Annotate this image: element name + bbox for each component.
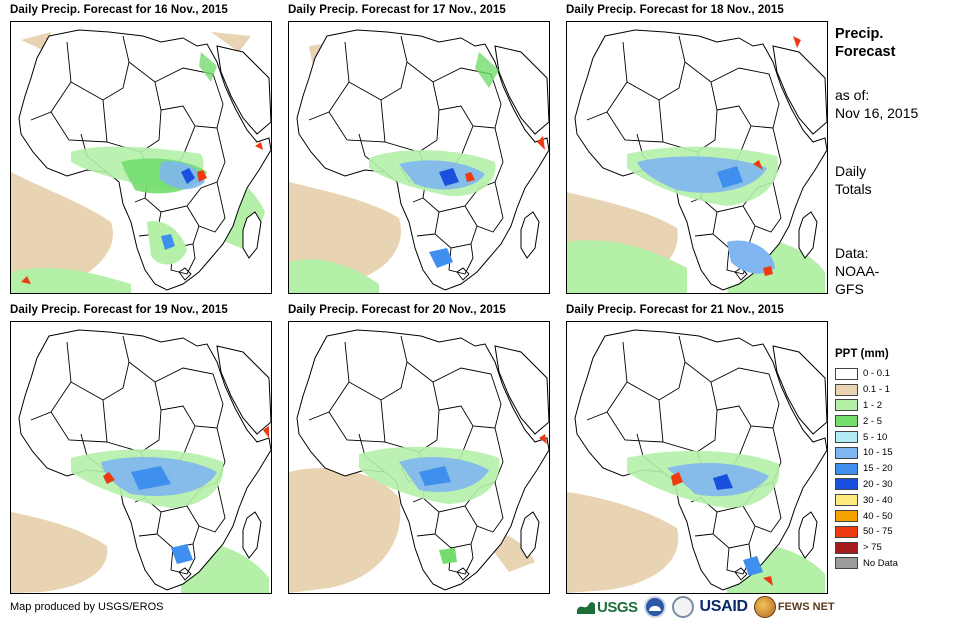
legend-swatch xyxy=(835,367,858,380)
precip-legend: PPT (mm) 0 - 0.1 0.1 - 1 1 - 2 2 - 5 5 - 10 1… xyxy=(835,348,935,571)
legend-row: 10 - 15 xyxy=(835,445,935,461)
legend-swatch xyxy=(835,446,858,459)
legend-row: 15 - 20 xyxy=(835,461,935,477)
panel-title: Daily Precip. Forecast for 20 Nov., 2015 xyxy=(288,304,506,316)
legend-label: 5 - 10 xyxy=(863,431,888,443)
fews-net-logo: FEWS NET xyxy=(753,596,835,618)
totals-block: Daily Totals xyxy=(835,163,872,197)
legend-row: 5 - 10 xyxy=(835,429,935,445)
legend-row: 1 - 2 xyxy=(835,398,935,414)
legend-swatch xyxy=(835,478,858,491)
precip-map xyxy=(566,21,828,294)
legend-row: 20 - 30 xyxy=(835,477,935,493)
legend-row: 40 - 50 xyxy=(835,508,935,524)
panel-title: Daily Precip. Forecast for 17 Nov., 2015 xyxy=(288,4,506,16)
precip-map xyxy=(288,21,550,294)
legend-label: No Data xyxy=(863,557,898,569)
panel-title: Daily Precip. Forecast for 18 Nov., 2015 xyxy=(566,4,784,16)
precip-map xyxy=(566,321,828,594)
side-title: Precip. Forecast xyxy=(835,26,896,60)
data-source-block: Data: NOAA- GFS xyxy=(835,245,880,297)
legend-swatch xyxy=(835,510,858,523)
legend-swatch xyxy=(835,494,858,507)
legend-row: > 75 xyxy=(835,540,935,556)
legend-swatch xyxy=(835,415,858,428)
globe-icon xyxy=(753,596,776,618)
legend-label: 10 - 15 xyxy=(863,447,893,459)
legend-row: 2 - 5 xyxy=(835,413,935,429)
usaid-logo: USAID xyxy=(699,598,749,615)
partner-logos: USGS USAID FEWS NET xyxy=(577,594,835,620)
legend-label: 50 - 75 xyxy=(863,526,893,538)
as-of-block: as of: Nov 16, 2015 xyxy=(835,87,919,121)
legend-label: 1 - 2 xyxy=(863,399,883,411)
legend-row: 50 - 75 xyxy=(835,524,935,540)
legend-label: 0.1 - 1 xyxy=(863,384,890,396)
panel-title: Daily Precip. Forecast for 19 Nov., 2015 xyxy=(10,304,228,316)
legend-swatch xyxy=(835,431,858,444)
legend-label: 40 - 50 xyxy=(863,510,893,522)
legend-swatch xyxy=(835,541,858,554)
noaa-logo-icon xyxy=(643,596,666,618)
legend-row: 0 - 0.1 xyxy=(835,366,935,382)
precip-map xyxy=(10,21,272,294)
legend-row: 30 - 40 xyxy=(835,492,935,508)
legend-swatch xyxy=(835,462,858,475)
legend-swatch xyxy=(835,399,858,412)
legend-label: 0 - 0.1 xyxy=(863,368,890,380)
legend-label: 15 - 20 xyxy=(863,463,893,475)
legend-row: 0.1 - 1 xyxy=(835,382,935,398)
panel-title: Daily Precip. Forecast for 16 Nov., 2015 xyxy=(10,4,228,16)
legend-title: PPT (mm) xyxy=(835,348,889,360)
precip-map xyxy=(10,321,272,594)
legend-row: No Data xyxy=(835,556,935,572)
legend-swatch xyxy=(835,525,858,538)
usgs-wave-icon xyxy=(577,602,595,614)
legend-label: 30 - 40 xyxy=(863,494,893,506)
panel-title: Daily Precip. Forecast for 21 Nov., 2015 xyxy=(566,304,784,316)
legend-swatch xyxy=(835,383,858,396)
legend-swatch xyxy=(835,557,858,570)
usgs-logo: USGS xyxy=(577,599,638,616)
legend-label: 20 - 30 xyxy=(863,478,893,490)
legend-label: 2 - 5 xyxy=(863,415,883,427)
legend-label: > 75 xyxy=(863,542,882,554)
credit-text: Map produced by USGS/EROS xyxy=(10,601,164,613)
usaid-seal-icon xyxy=(671,596,694,618)
precip-map xyxy=(288,321,550,594)
